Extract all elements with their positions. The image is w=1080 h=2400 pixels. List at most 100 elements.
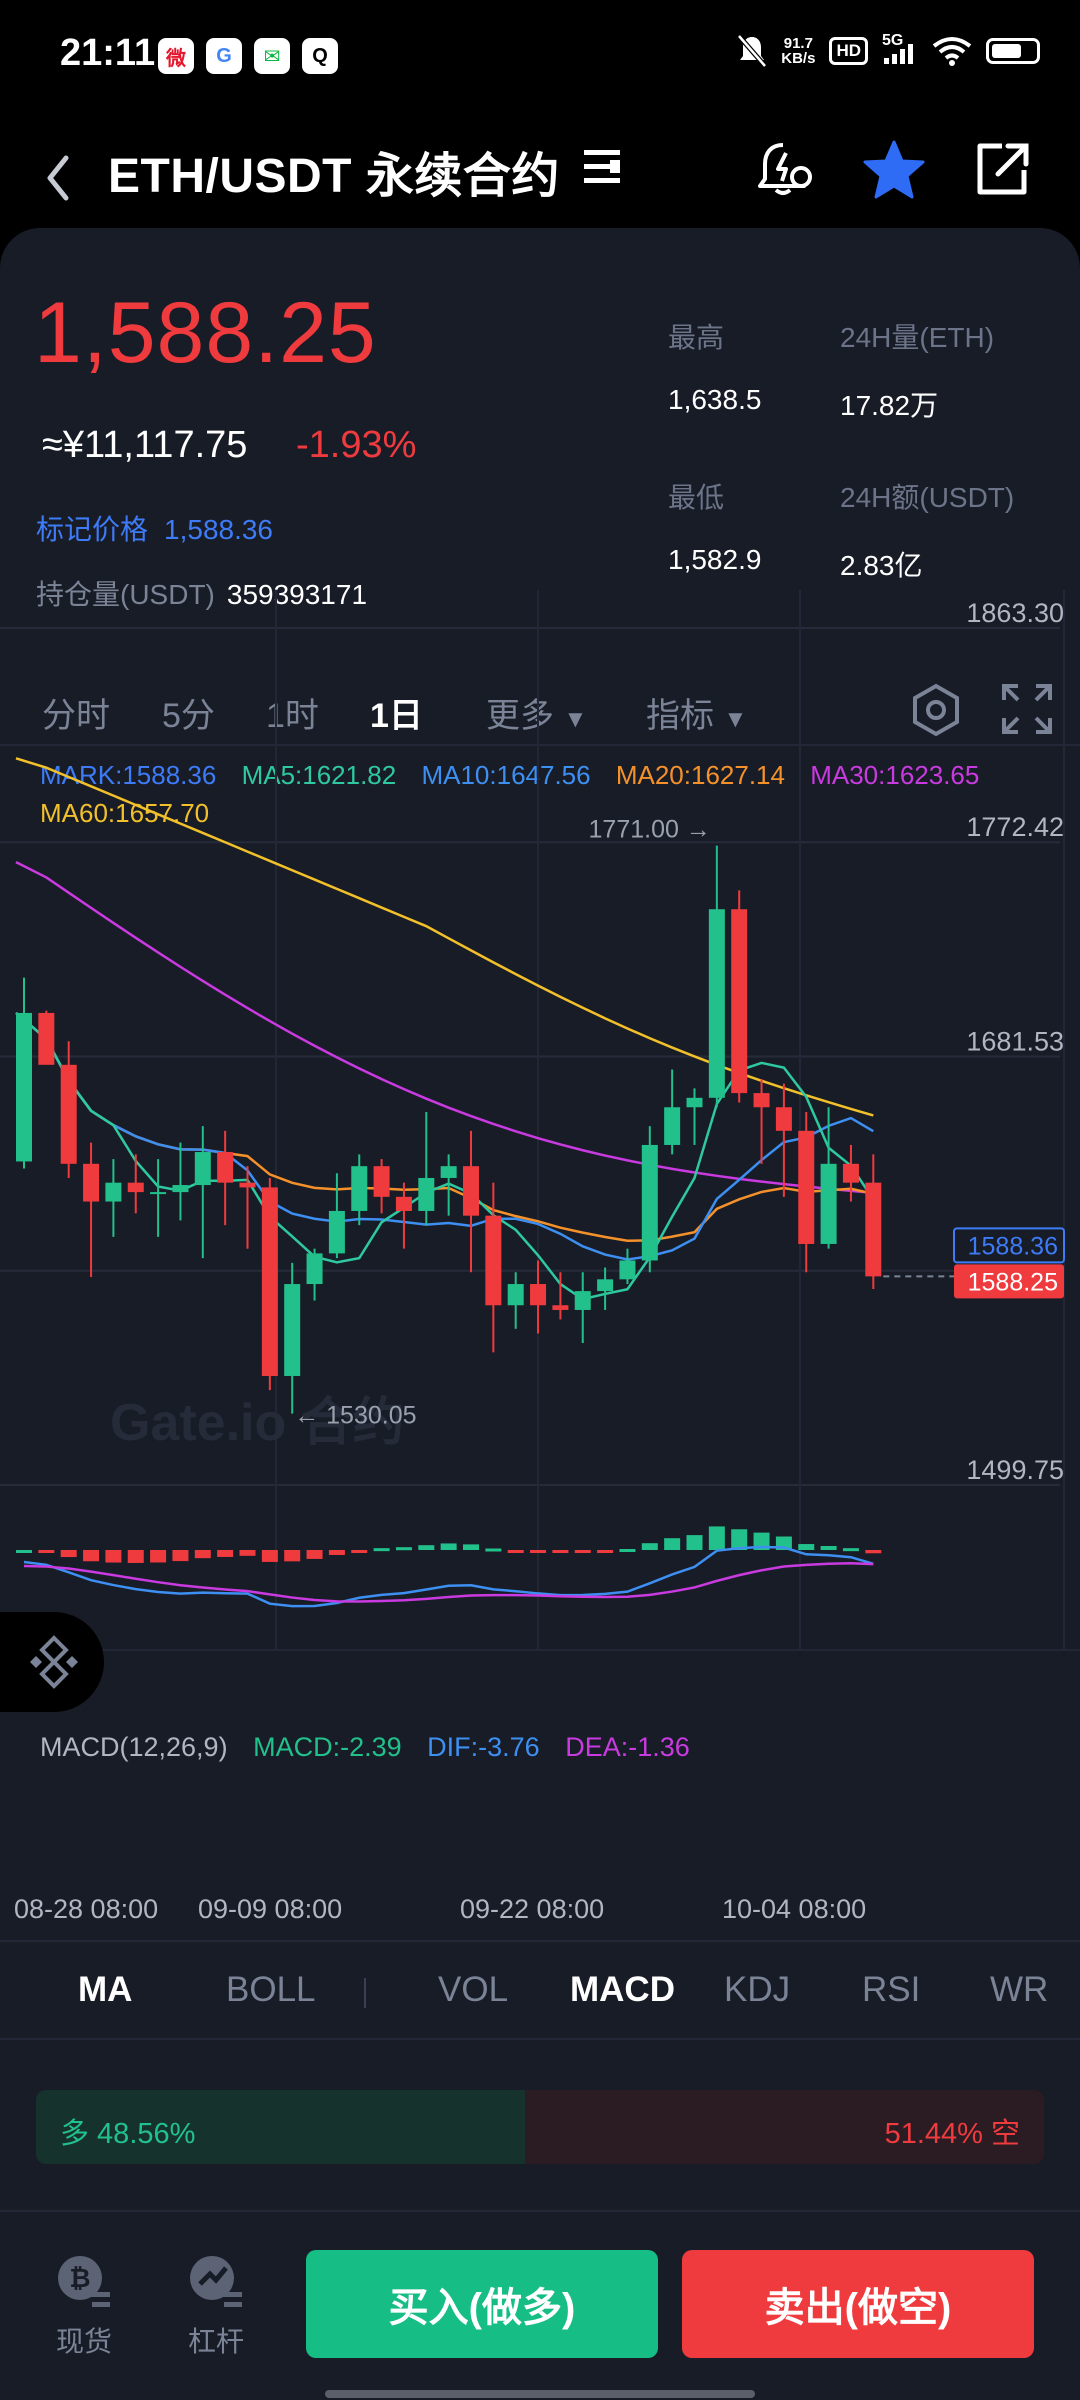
macd-histogram-bar [217,1550,234,1557]
macd-histogram-bar [440,1543,457,1550]
sell-short-button[interactable]: 卖出(做空) [682,2250,1034,2358]
candle-body [306,1253,323,1285]
tab-5m[interactable]: 5分 [162,697,215,735]
wechat-icon: ✉ [254,38,290,74]
macd-histogram-bar [328,1550,345,1555]
candle-body [150,1192,167,1195]
macd-histogram-bar [127,1550,144,1563]
candle-body [60,1064,77,1164]
mark-price-value: 1,588.36 [164,514,274,545]
macd-histogram-bar [351,1550,368,1553]
macd-histogram-bar [261,1550,278,1562]
candle-body [686,1097,703,1108]
last-price-tag [954,1264,1064,1299]
macd-histogram-bar [686,1535,703,1550]
candle-body [664,1107,681,1145]
candle-body [194,1152,211,1186]
candle-body [507,1284,524,1306]
status-time: 21:11 [60,32,156,74]
spot-button[interactable]: ₿ 现货 [34,2252,134,2360]
candle-body [641,1144,658,1261]
macd-histogram-bar [597,1550,614,1553]
long-short-ratio-bar: 多 48.56% 51.44% 空 [36,2090,1044,2164]
home-indicator[interactable] [325,2390,755,2398]
divider [0,1940,1080,1942]
tab-more-label: 更多 [486,697,554,735]
binance-diamond-icon [30,1635,78,1689]
candle-body [261,1187,278,1376]
main-panel: 1,588.25 ≈¥11,117.75 -1.93% 标记价格 1,588.36… [0,228,1080,2400]
chevron-down-icon: ▼ [563,706,588,733]
ma-legend-mark: MARK:1588.36 [40,760,217,790]
ind-tab-vol[interactable]: VOL [438,1970,509,2009]
candle-body [597,1279,614,1292]
candle-body [239,1182,256,1188]
ind-tab-ma[interactable]: MA [78,1970,133,2009]
macd-histogram-bar [373,1548,390,1552]
macd-dea-line [23,1562,874,1603]
ind-tab-macd[interactable]: MACD [570,1970,675,2009]
fullscreen-button[interactable] [1000,682,1054,741]
kline-chart[interactable]: 1863.30 1772.42 1681.53 1499.75 Gate.io 合约 1… [0,590,1080,1700]
ind-tab-boll[interactable]: BOLL [226,1970,316,2009]
favorite-button[interactable] [856,132,932,208]
macd-histogram-bar [284,1550,301,1562]
macd-histogram-bar [395,1547,412,1551]
tab-indicators-label: 指标 [646,697,714,735]
candle-body [83,1163,100,1202]
short-ratio-text: 51.44% 空 [884,2118,1020,2150]
ma-legend-row1: MARK:1588.36 MA5:1621.82 MA10:1647.56 MA… [40,760,997,791]
margin-button[interactable]: 杠杆 [166,2252,266,2360]
macd-histogram-bar [60,1550,77,1558]
macd-histogram-bar [753,1532,770,1550]
ind-tab-rsi[interactable]: RSI [862,1970,921,2009]
status-indicators: 91.7 KB/s HD 5G [737,32,1040,68]
macd-legend-macd: MACD:-2.39 [253,1732,402,1762]
chart-settings-button[interactable] [908,682,964,743]
candle-body [775,1107,792,1131]
share-button[interactable] [964,132,1040,208]
low-price-marker: ← 1530.05 [294,1402,416,1430]
macd-histogram-bar [239,1550,256,1556]
price-alert-icon [758,143,812,195]
hexagon-settings-icon [913,683,959,737]
mark-price-tag [953,1227,1065,1264]
macd-histogram-bar [83,1550,100,1562]
tab-more[interactable]: 更多 ▼ [486,688,587,737]
tab-indicators[interactable]: 指标 ▼ [646,688,747,737]
macd-histogram-bar [865,1550,882,1554]
candle-body [16,1012,32,1162]
candle-body [798,1130,815,1244]
ma-legend-ma30: MA30:1623.65 [810,760,980,790]
pair-switch-button[interactable] [580,142,624,197]
ma-legend-ma20: MA20:1627.14 [615,760,785,790]
candle-body [440,1166,457,1178]
candle-body [708,909,725,1098]
candle-body [530,1284,547,1306]
ma30-line [15,860,874,1195]
macd-histogram-bar [463,1544,479,1550]
macd-histogram-bar [552,1550,569,1553]
candle-body [351,1166,368,1211]
tab-timeline[interactable]: 分时 [42,697,110,735]
candle-body [619,1260,636,1280]
ind-tab-wr[interactable]: WR [990,1970,1049,2009]
x-tick-label: 09-09 08:00 [198,1894,343,1924]
tab-1h[interactable]: 1时 [266,697,319,735]
last-price: 1,588.25 [34,285,377,381]
ind-tab-kdj[interactable]: KDJ [724,1970,791,2009]
page-title[interactable]: ETH/USDT 永续合约 [108,150,560,203]
macd-histogram-bar [574,1550,591,1553]
favorite-star-icon [863,140,925,199]
macd-dif-line [23,1545,874,1608]
candle-body [485,1215,502,1306]
macd-histogram-bar [664,1538,681,1550]
quick-switch-button[interactable] [0,1612,104,1712]
tab-1d[interactable]: 1日 [370,697,423,735]
back-button[interactable] [30,132,90,212]
price-change: -1.93% [296,424,417,466]
buy-long-button[interactable]: 买入(做多) [306,2250,658,2358]
price-alert-button[interactable] [748,132,824,208]
macd-histogram-bar [641,1543,658,1550]
signal-icon: 5G [882,32,918,66]
